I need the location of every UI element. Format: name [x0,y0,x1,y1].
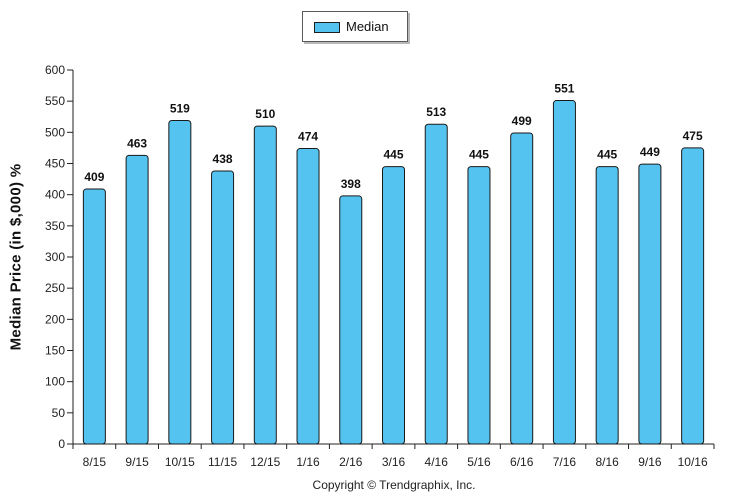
value-label: 499 [512,114,532,128]
x-tick-label: 5/16 [467,455,491,469]
x-tick-label: 2/16 [339,455,363,469]
y-axis-label: Median Price (in $,000) % [7,163,25,351]
bar-7/16 [552,100,576,445]
bar-3/16 [382,166,405,445]
legend-swatch [314,22,340,33]
x-tick-label: 11/15 [208,455,237,469]
y-tick-label: 100 [45,375,65,389]
bars [82,100,705,445]
y-tick-label: 550 [45,94,65,108]
y-tick-label: 600 [45,63,65,77]
bar-12/15 [253,125,277,445]
x-tick-label: 10/15 [165,455,195,469]
value-labels: 409 463 519 438 510 474 398 445 513 445 499 551 445 4… [84,82,703,191]
y-tick-label: 500 [45,125,65,139]
bar-4/16 [424,123,448,445]
x-tick-label: 9/16 [638,455,662,469]
value-label: 445 [383,148,403,162]
x-tick-label: 7/16 [553,455,577,469]
bar-10/16 [681,147,705,445]
y-tick-label: 0 [58,437,65,451]
x-tick-label: 3/16 [382,455,406,469]
y-tick-label: 200 [45,312,65,326]
legend: Median [302,11,408,42]
bar-1/16 [296,148,320,445]
value-label: 513 [426,105,446,119]
value-label: 398 [341,177,361,191]
legend-label: Median [346,19,389,34]
value-label: 438 [213,152,233,166]
y-tick-label: 250 [45,281,65,295]
value-label: 445 [597,148,617,162]
value-label: 474 [298,130,318,144]
bar-8/16 [595,166,619,445]
y-tick-label: 350 [45,219,65,233]
x-tick-label: 8/16 [595,455,619,469]
bar-10/15 [168,119,192,445]
value-label: 463 [127,136,147,150]
bar-9/15 [125,154,149,445]
x-tick-label: 10/16 [678,455,708,469]
y-tick-label: 400 [45,188,65,202]
value-label: 551 [554,82,574,96]
x-tick-label: 1/16 [296,455,320,469]
x-tick-label: 9/15 [125,455,149,469]
x-tick-label: 12/15 [250,455,280,469]
x-tick-label: 4/16 [425,455,449,469]
y-tick-label: 150 [45,344,65,358]
bar-9/16 [638,163,662,445]
x-tick-label: 8/15 [83,455,107,469]
value-label: 449 [640,145,660,159]
copyright-text: Copyright © Trendgraphix, Inc. [312,478,476,492]
y-tick-labels: 0 50 100 150 200 250 300 350 400 450 500 550 600 [45,63,65,451]
y-tick-label: 450 [45,157,65,171]
value-label: 409 [84,170,104,184]
value-label: 510 [255,107,275,121]
x-tick-label: 6/16 [510,455,534,469]
value-label: 475 [683,129,703,143]
bar-6/16 [510,132,534,445]
y-tick-label: 50 [52,406,66,420]
bar-8/15 [82,188,106,445]
bar-11/15 [211,170,235,445]
bar-2/16 [339,195,363,445]
value-label: 519 [170,101,190,115]
bar-5/16 [467,166,491,445]
x-tick-labels: 8/15 9/15 10/15 11/15 12/15 1/16 2/16 3/16 4/16 5… [83,455,708,469]
value-label: 445 [469,148,489,162]
y-tick-label: 300 [45,250,65,264]
